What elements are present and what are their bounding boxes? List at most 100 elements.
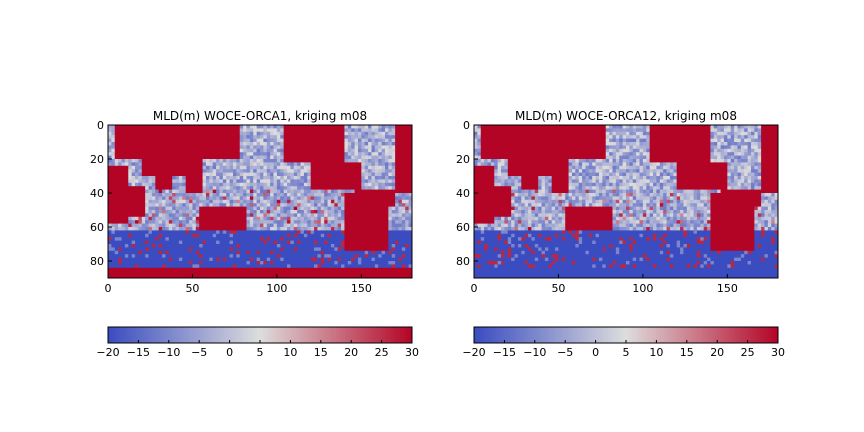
heatmap-cell [310, 138, 315, 143]
heatmap-cell [609, 145, 613, 150]
heatmap-cell [744, 131, 748, 136]
heatmap-cell [205, 189, 210, 194]
heatmap-cell [615, 152, 620, 156]
heatmap-cell [351, 199, 355, 204]
heatmap-cell [226, 165, 230, 170]
heatmap-cell [656, 131, 661, 136]
heatmap-cell [236, 240, 241, 245]
heatmap-cell [283, 193, 288, 197]
heatmap-cell [720, 145, 725, 150]
heatmap-cell [175, 274, 180, 279]
heatmap-cell [114, 206, 119, 211]
heatmap-cell [162, 179, 166, 184]
heatmap-cell [494, 138, 499, 143]
heatmap-cell [121, 257, 126, 262]
heatmap-cell [300, 230, 305, 235]
heatmap-cell [497, 138, 502, 143]
heatmap-cell [114, 169, 119, 173]
heatmap-cell [401, 145, 406, 150]
heatmap-cell [642, 128, 647, 133]
heatmap-cell [371, 152, 376, 156]
heatmap-cell [293, 210, 298, 214]
heatmap-cell [517, 135, 522, 139]
heatmap-cell [300, 213, 305, 218]
heatmap-cell [374, 220, 379, 224]
heatmap-cell [408, 261, 413, 265]
heatmap-cell [141, 142, 146, 146]
heatmap-cell [151, 165, 156, 170]
heatmap-cell [405, 125, 410, 129]
heatmap-cell [747, 142, 752, 146]
heatmap-cell [276, 125, 281, 129]
heatmap-cell [108, 162, 112, 167]
heatmap-cell [158, 220, 163, 224]
heatmap-cell [236, 250, 241, 255]
heatmap-cell [320, 220, 325, 224]
heatmap-cell [232, 227, 237, 231]
heatmap-cell [205, 135, 210, 139]
heatmap-cell [287, 162, 291, 167]
heatmap-cell [384, 233, 389, 238]
heatmap-cell [114, 227, 119, 231]
heatmap-cell [118, 244, 122, 248]
heatmap-cell [401, 244, 406, 248]
heatmap-cell [253, 271, 258, 275]
colorbar-segment [229, 327, 234, 343]
heatmap-cell [216, 131, 220, 136]
heatmap-cell [205, 142, 210, 146]
heatmap-cell [162, 230, 166, 235]
heatmap-cell [320, 155, 325, 160]
heatmap-cell [320, 159, 325, 163]
heatmap-cell [219, 142, 224, 146]
heatmap-cell [266, 230, 271, 235]
heatmap-cell [747, 125, 752, 129]
heatmap-cell [388, 250, 393, 255]
heatmap-cell [727, 135, 732, 139]
heatmap-cell [182, 261, 187, 265]
heatmap-cell [690, 125, 694, 129]
heatmap-cell [155, 240, 160, 245]
heatmap-cell [347, 254, 352, 258]
heatmap-cell [172, 250, 176, 255]
heatmap-cell [108, 223, 112, 228]
heatmap-cell [364, 179, 369, 184]
heatmap-cell [175, 206, 180, 211]
heatmap-cell [168, 213, 173, 218]
heatmap-cell [361, 210, 366, 214]
heatmap-cell [398, 240, 403, 245]
heatmap-cell [185, 206, 190, 211]
heatmap-cell [391, 240, 396, 245]
heatmap-cell [737, 131, 742, 136]
heatmap-cell [239, 179, 244, 184]
heatmap-cell [287, 145, 291, 150]
heatmap-cell [249, 145, 254, 150]
heatmap-cell [354, 240, 359, 245]
heatmap-cell [185, 199, 190, 204]
heatmap-cell [118, 264, 122, 269]
heatmap-cell [155, 220, 160, 224]
heatmap-cell [408, 227, 413, 231]
heatmap-cell [307, 247, 312, 252]
heatmap-cell [283, 220, 288, 224]
heatmap-cell [646, 131, 651, 136]
heatmap-cell [108, 179, 112, 184]
heatmap-cell [646, 148, 651, 153]
heatmap-cell [378, 257, 382, 262]
heatmap-cell [754, 142, 759, 146]
heatmap-cell [151, 182, 156, 187]
heatmap-cell [524, 125, 529, 129]
heatmap-cell [114, 125, 119, 129]
heatmap-cell [236, 216, 241, 221]
heatmap-cell [757, 125, 762, 129]
heatmap-cell [341, 176, 345, 180]
y-tick-label: 80 [90, 255, 104, 268]
heatmap-cell [401, 267, 406, 272]
heatmap-cell [334, 165, 339, 170]
heatmap-cell [314, 182, 318, 187]
heatmap-cell [182, 220, 187, 224]
heatmap-cell [283, 131, 288, 136]
heatmap-cell [548, 145, 553, 150]
heatmap-cell [354, 223, 359, 228]
heatmap-cell [114, 145, 119, 150]
heatmap-cell [148, 199, 153, 204]
